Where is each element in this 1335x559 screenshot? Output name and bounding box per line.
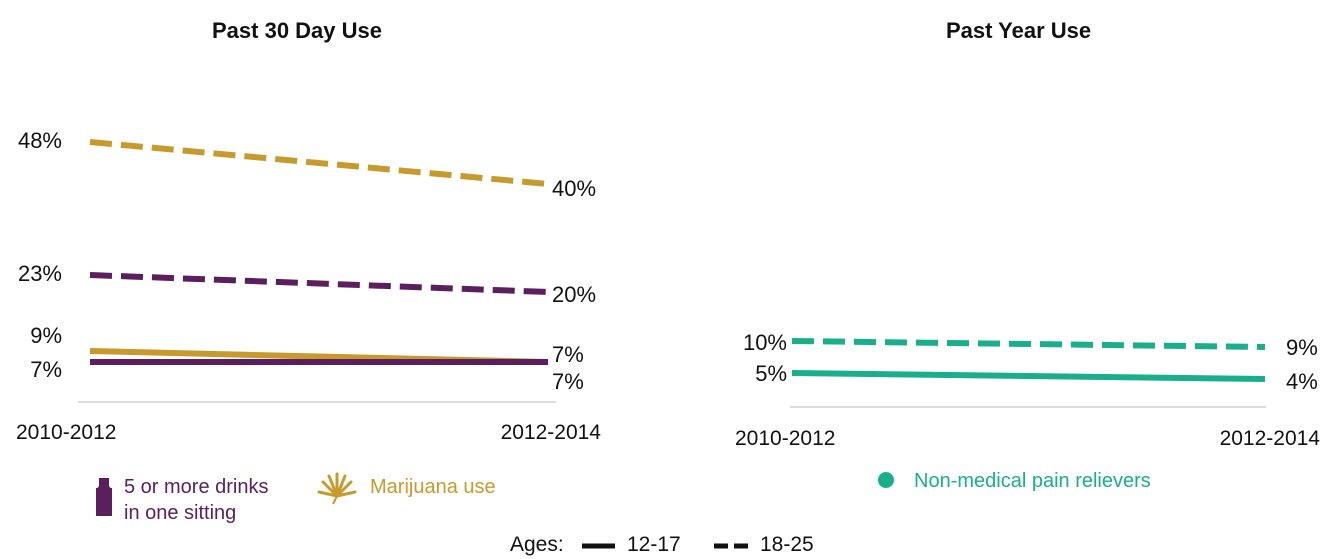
data-label: 23% (18, 261, 62, 286)
legend-drinks-line2: in one sitting (124, 502, 237, 524)
data-label: 7% (552, 342, 584, 367)
x-tick-label: 2010-2012 (16, 421, 116, 444)
series-line (89, 139, 549, 187)
x-tick-label: 2012-2014 (1220, 427, 1321, 450)
data-label: 7% (552, 369, 584, 394)
data-label: 5% (755, 361, 787, 386)
data-label: 10% (743, 330, 787, 355)
ages-label: Ages: (510, 533, 564, 556)
data-label: 4% (1286, 369, 1318, 394)
x-tick-label: 2012-2014 (501, 421, 602, 444)
bottle-icon (96, 478, 112, 516)
series-line (791, 338, 1266, 350)
data-label: 9% (30, 323, 62, 348)
data-label: 48% (18, 128, 62, 153)
x-tick-label: 2010-2012 (735, 427, 835, 450)
legend-drinks: 5 or more drinks in one sitting (124, 474, 324, 526)
data-label: 9% (1286, 335, 1318, 360)
legend-pain: Non-medical pain relievers (914, 470, 1151, 492)
series-line (791, 370, 1266, 382)
legend-drinks-line1: 5 or more drinks (124, 476, 269, 498)
ages-solid-label: 12-17 (627, 533, 681, 556)
data-label: 20% (552, 282, 596, 307)
cannabis-leaf-icon (317, 472, 357, 505)
data-label: 40% (552, 176, 596, 201)
chart-title-past-year: Past Year Use (946, 18, 1092, 43)
chart-title-past-30-day: Past 30 Day Use (212, 18, 382, 43)
ages-legend: Ages: 12-17 18-25 (0, 533, 1335, 559)
dot-icon (878, 472, 894, 488)
legend-marijuana: Marijuana use (370, 476, 496, 498)
ages-dashed-label: 18-25 (760, 533, 814, 556)
series-line (89, 272, 549, 295)
data-label: 7% (30, 357, 62, 382)
